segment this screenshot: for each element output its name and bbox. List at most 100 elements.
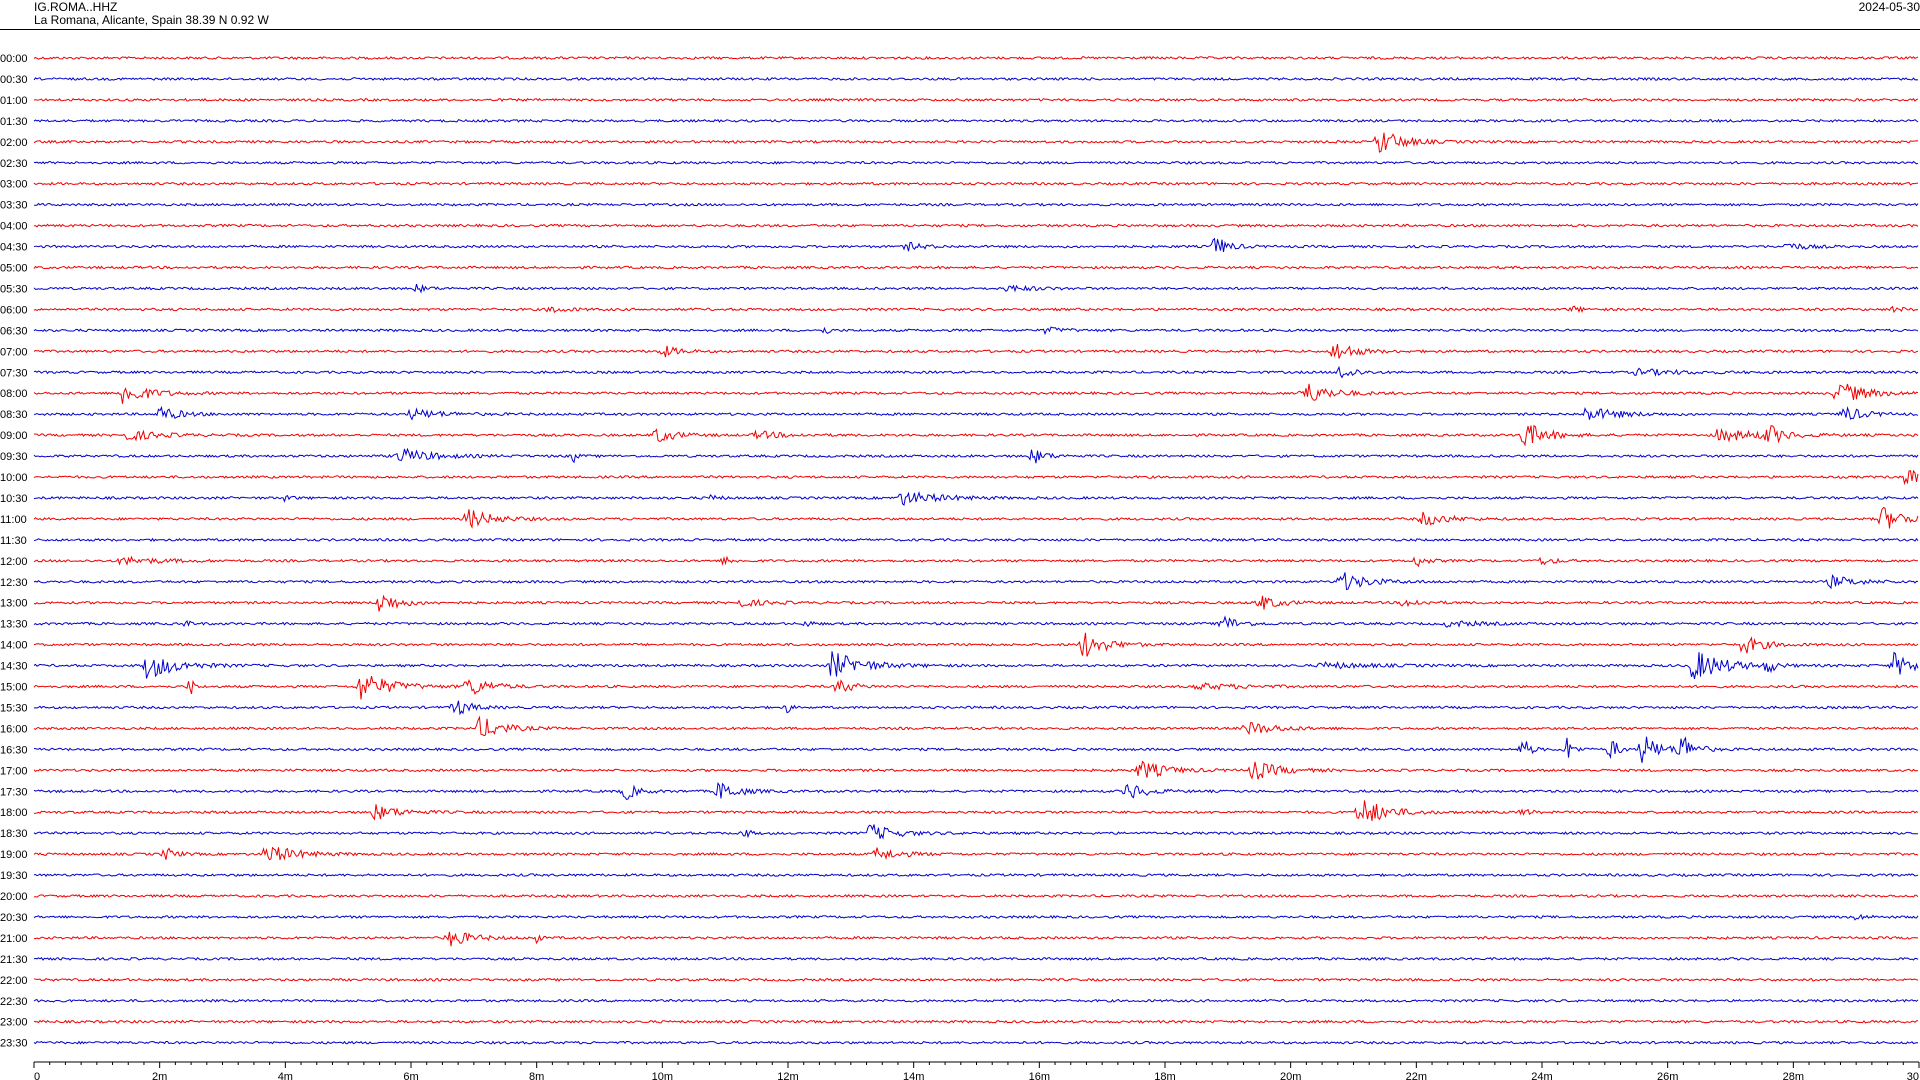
- seismic-trace-1800: [33, 800, 1919, 822]
- row-time-label: 19:30: [0, 870, 28, 882]
- row-time-label: 13:00: [0, 598, 28, 610]
- row-time-label: 17:00: [0, 765, 28, 777]
- row-time-label: 02:30: [0, 158, 28, 170]
- row-time-label: 11:00: [0, 514, 27, 526]
- seismic-trace-2300: [33, 1019, 1919, 1024]
- row-time-label: 06:30: [0, 325, 28, 337]
- row-time-label: 04:00: [0, 221, 28, 233]
- seismic-trace-1200: [33, 555, 1919, 568]
- row-time-label: 01:00: [0, 95, 28, 107]
- seismic-trace-1930: [33, 872, 1919, 878]
- seismic-trace-1630: [33, 736, 1919, 763]
- x-tick-label: 8m: [529, 1071, 544, 1080]
- seismic-trace-1400: [33, 632, 1919, 657]
- row-time-label: 07:30: [0, 367, 28, 379]
- trace-rows: 00:00 00:30 01:00 01:30 02:00 02:30 03:00 03:30…: [0, 53, 1919, 1050]
- seismic-trace-0500: [33, 265, 1919, 270]
- row-time-label: 18:00: [0, 807, 28, 819]
- row-time-label: 12:00: [0, 556, 28, 568]
- row-time-label: 15:30: [0, 702, 28, 714]
- row-time-label: 17:30: [0, 786, 28, 798]
- seismic-trace-1900: [33, 846, 1919, 861]
- seismic-trace-1000: [33, 469, 1919, 486]
- seismic-trace-0200: [33, 132, 1919, 153]
- row-time-label: 20:30: [0, 912, 28, 924]
- row-time-label: 16:00: [0, 723, 28, 735]
- row-time-label: 09:00: [0, 430, 28, 442]
- x-tick-label: 4m: [278, 1071, 293, 1080]
- seismic-trace-2200: [33, 977, 1919, 982]
- row-time-label: 04:30: [0, 242, 28, 254]
- x-tick-label: 0: [34, 1071, 40, 1080]
- x-tick-label: 10m: [652, 1071, 673, 1080]
- row-time-label: 20:00: [0, 891, 28, 903]
- row-time-label: 23:00: [0, 1017, 28, 1029]
- seismic-trace-1700: [33, 760, 1919, 780]
- row-time-label: 08:00: [0, 388, 28, 400]
- seismic-trace-0730: [33, 365, 1919, 379]
- row-time-label: 10:30: [0, 493, 28, 505]
- row-time-label: 21:30: [0, 954, 28, 966]
- row-time-label: 11:30: [0, 535, 27, 547]
- row-time-label: 05:30: [0, 283, 28, 295]
- row-time-label: 03:00: [0, 179, 28, 191]
- seismic-trace-0230: [33, 160, 1919, 165]
- row-time-label: 02:00: [0, 137, 28, 149]
- row-time-label: 19:00: [0, 849, 28, 861]
- row-time-label: 01:30: [0, 116, 28, 128]
- station-code: IG.ROMA..HHZ: [34, 0, 118, 14]
- row-time-label: 22:30: [0, 996, 28, 1008]
- seismic-trace-1100: [33, 506, 1919, 529]
- time-axis: 0 2m 4m 6m 8m 10m 12m 14m 16m 18m 20m 22m 24m 26m 28m 3…: [33, 1061, 1920, 1080]
- seismic-trace-0130: [33, 118, 1919, 123]
- x-tick-label: 24m: [1531, 1071, 1552, 1080]
- row-time-label: 22:00: [0, 975, 28, 987]
- x-tick-label: 22m: [1406, 1071, 1427, 1080]
- x-tick-label: 18m: [1154, 1071, 1175, 1080]
- seismic-trace-1300: [33, 594, 1919, 612]
- row-time-label: 03:30: [0, 200, 28, 212]
- row-time-label: 10:00: [0, 472, 28, 484]
- row-time-label: 00:30: [0, 74, 28, 86]
- x-tick-label: 12m: [777, 1071, 798, 1080]
- seismic-trace-0930: [33, 447, 1919, 464]
- x-tick-label: 14m: [903, 1071, 924, 1080]
- x-tick-label: 2m: [152, 1071, 167, 1080]
- row-time-label: 12:30: [0, 577, 28, 589]
- seismic-trace-0400: [33, 223, 1919, 228]
- x-tick-label: 28m: [1783, 1071, 1804, 1080]
- seismic-trace-2230: [33, 998, 1919, 1003]
- seismic-trace-1430: [33, 651, 1919, 680]
- row-time-label: 00:00: [0, 53, 28, 65]
- seismic-trace-1730: [33, 781, 1919, 800]
- seismic-trace-2130: [33, 956, 1919, 961]
- row-time-label: 16:30: [0, 744, 28, 756]
- seismic-trace-2000: [33, 893, 1919, 898]
- seismic-trace-1130: [33, 537, 1919, 542]
- seismic-trace-0800: [33, 383, 1919, 404]
- row-time-label: 23:30: [0, 1038, 28, 1050]
- x-tick-label: 16m: [1029, 1071, 1050, 1080]
- x-tick-label: 30: [1907, 1071, 1919, 1080]
- seismic-trace-2330: [33, 1040, 1919, 1045]
- row-time-label: 09:30: [0, 451, 28, 463]
- x-tick-label: 20m: [1280, 1071, 1301, 1080]
- x-tick-label: 6m: [403, 1071, 418, 1080]
- row-time-label: 21:00: [0, 933, 28, 945]
- seismic-trace-1500: [33, 675, 1919, 700]
- seismic-trace-1330: [33, 615, 1919, 629]
- row-time-label: 14:00: [0, 640, 28, 652]
- seismic-trace-0430: [33, 237, 1919, 252]
- record-date: 2024-05-30: [1858, 0, 1920, 14]
- row-time-label: 15:00: [0, 682, 28, 694]
- seismic-trace-0700: [33, 343, 1919, 359]
- seismic-trace-0000: [33, 55, 1919, 60]
- seismic-trace-0530: [33, 283, 1919, 294]
- seismic-trace-1530: [33, 700, 1919, 716]
- seismic-trace-0630: [33, 326, 1919, 336]
- row-time-label: 05:00: [0, 263, 28, 275]
- seismic-trace-2100: [33, 931, 1919, 947]
- seismic-trace-0300: [33, 181, 1919, 186]
- seismic-trace-0830: [33, 405, 1919, 421]
